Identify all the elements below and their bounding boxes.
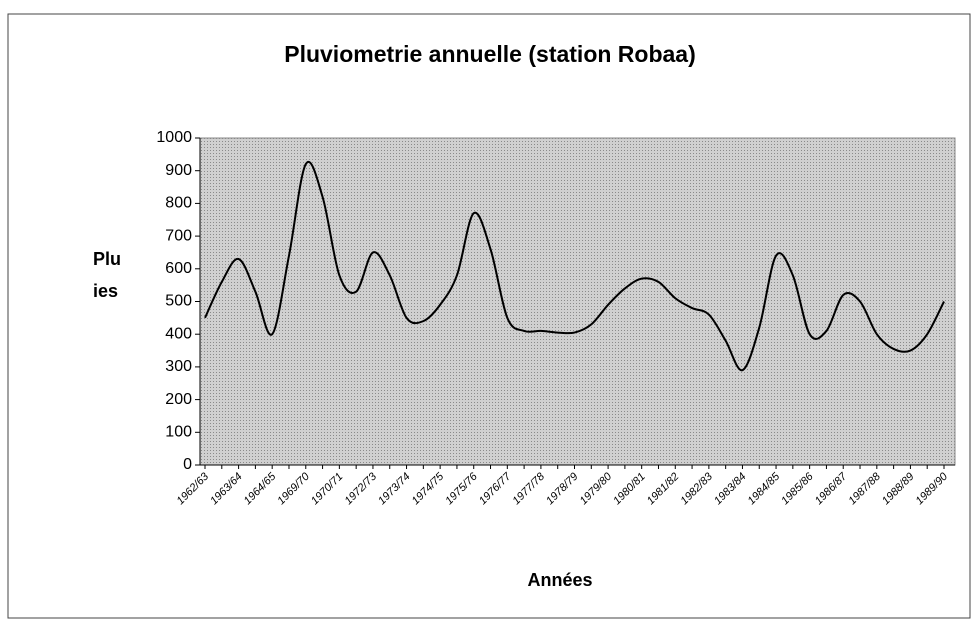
x-tick-label: 1962/63 [175,470,212,507]
x-tick-label: 1973/74 [376,471,413,508]
x-tick-label: 1988/89 [880,471,917,508]
y-tick-label: 0 [183,456,192,473]
y-tick-label: 700 [165,227,192,244]
x-tick-label: 1983/84 [712,471,749,508]
x-tick-label: 1970/71 [309,471,346,508]
x-tick-label: 1986/87 [813,470,850,507]
y-tick-label: 500 [165,293,192,310]
y-tick-label: 1000 [156,129,192,146]
x-tick-label: 1975/76 [443,470,480,507]
x-tick-label: 1964/65 [242,470,279,507]
x-tick-label: 1979/80 [578,470,615,507]
y-tick-label: 100 [165,424,192,441]
data-line [204,160,945,372]
y-tick-label: 300 [165,358,192,375]
x-tick-label: 1982/83 [678,470,715,507]
frame [7,13,971,619]
y-tick-label: 900 [165,162,192,179]
x-tick-label: 1972/73 [342,470,379,507]
x-tick-label: 1980/81 [611,471,648,508]
x-tick-label: 1963/64 [208,471,245,508]
x-tick-label: 1974/75 [410,470,447,507]
y-tick-label: 200 [165,391,192,408]
y-tick-label: 400 [165,325,192,342]
y-axis-label: ies [93,281,118,301]
x-tick-label: 1984/85 [746,470,783,507]
y-tick-label: 800 [165,195,192,212]
x-tick-label: 1977/78 [510,470,547,507]
x-tick-label: 1987/88 [846,470,883,507]
x-tick-label: 1981/82 [645,471,682,508]
x-axis-label: Années [527,570,592,590]
y-tick-label: 600 [165,260,192,277]
y-axis-label: Plu [93,249,121,269]
chart-title: Pluviometrie annuelle (station Robaa) [284,41,696,67]
x-tick-label: 1976/77 [477,470,514,507]
x-tick-label: 1989/90 [914,470,951,507]
x-tick-label: 1978/79 [544,471,581,508]
x-tick-label: 1985/86 [779,470,816,507]
plot-area [199,137,956,466]
x-tick-label: 1969/70 [275,470,312,507]
